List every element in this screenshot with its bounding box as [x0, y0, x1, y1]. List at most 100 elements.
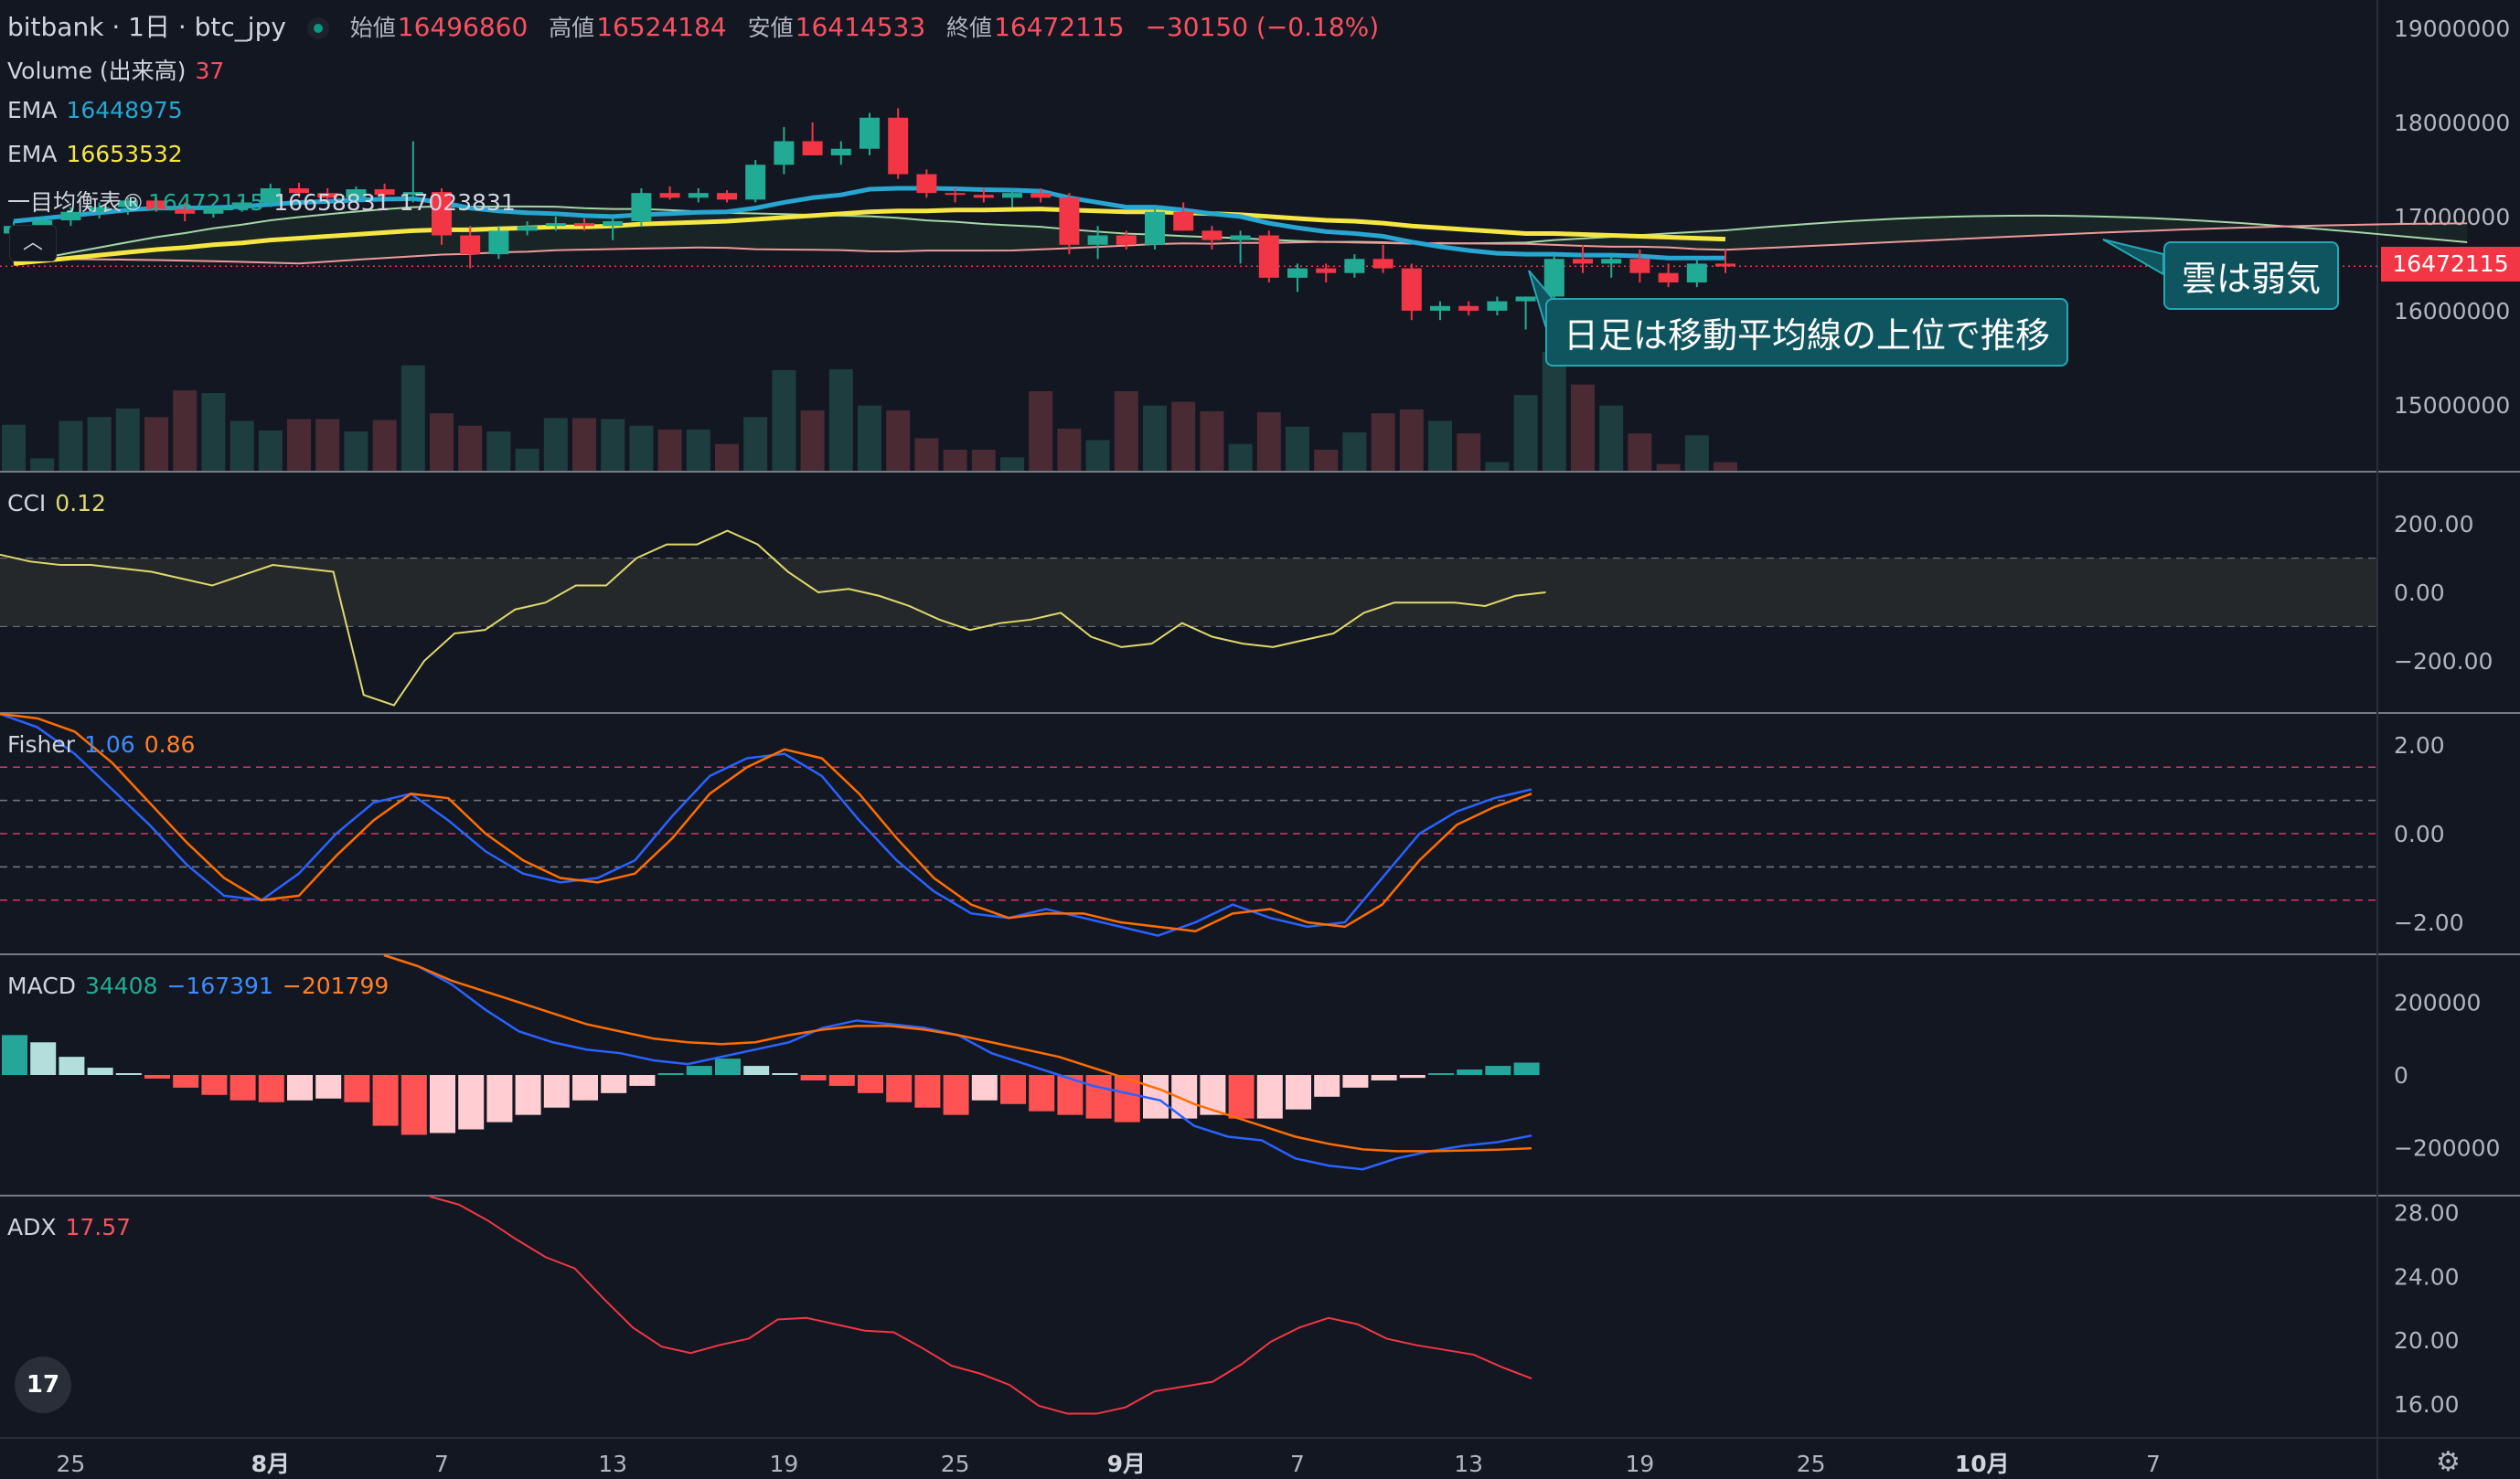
volume-bar — [315, 419, 340, 471]
macd-histogram-bar — [715, 1059, 741, 1075]
candle-body — [460, 235, 481, 255]
tradingview-logo-icon[interactable]: 17 — [15, 1357, 71, 1413]
macd-histogram-bar — [1399, 1075, 1426, 1079]
x-axis-tick-label: 13 — [598, 1451, 627, 1477]
candle-body — [317, 193, 338, 198]
macd-value-1: 34408 — [84, 973, 158, 999]
macd-histogram-bar — [344, 1075, 370, 1102]
y-axis-tick-label: 16.00 — [2394, 1391, 2460, 1418]
chevron-up-icon: ︿ — [22, 231, 43, 254]
fisher-series-line — [0, 712, 1532, 937]
gear-icon[interactable]: ⚙ — [2436, 1446, 2461, 1478]
macd-histogram-bar — [59, 1057, 85, 1075]
volume-bar — [230, 420, 254, 471]
macd-histogram-bar — [772, 1073, 798, 1075]
x-axis-tick-label: 25 — [56, 1451, 85, 1477]
adx-line — [429, 1196, 1532, 1415]
candle-body — [1116, 235, 1137, 245]
annotation-cloud-callout[interactable]: 雲は弱気 — [2163, 241, 2340, 310]
candle-body — [631, 193, 652, 222]
volume-bar — [30, 458, 55, 471]
macd-histogram-bar — [629, 1075, 656, 1086]
volume-bar — [886, 410, 911, 471]
fisher-series-line — [0, 712, 1532, 933]
x-axis-tick-label: 7 — [434, 1451, 449, 1477]
volume-bar — [1656, 463, 1681, 471]
candle-body — [1201, 230, 1223, 240]
cci-label: CCI — [7, 490, 47, 516]
macd-histogram-bar — [1428, 1073, 1454, 1075]
macd-histogram-bar — [458, 1075, 485, 1130]
volume-bar — [743, 417, 768, 471]
y-axis-tick-label: 200000 — [2394, 990, 2481, 1016]
ichimoku-label: 一目均衡表® — [7, 189, 145, 216]
macd-label: MACD — [7, 973, 76, 999]
candle-body — [260, 188, 281, 203]
symbol-title[interactable]: bitbank · 1日 · btc_jpy — [7, 12, 286, 42]
close-value: 16472115 — [994, 12, 1125, 42]
ema-slow-legend[interactable]: EMA 16653532 — [7, 141, 192, 167]
y-axis-tick-label: 18000000 — [2394, 110, 2510, 136]
ichimoku-value-3: 17023831 — [399, 189, 516, 216]
volume-bar — [258, 430, 283, 471]
candle-body — [1173, 211, 1194, 231]
volume-bar — [800, 410, 825, 471]
y-axis-tick-label: 24.00 — [2394, 1263, 2460, 1290]
macd-histogram-bar — [657, 1073, 684, 1075]
volume-bar — [971, 449, 996, 471]
macd-histogram-bar — [1286, 1075, 1311, 1110]
adx-legend[interactable]: ADX 17.57 — [7, 1214, 140, 1240]
macd-histogram-bar — [1085, 1075, 1112, 1119]
y-axis-tick-label: −2.00 — [2394, 910, 2464, 936]
candle-body — [89, 207, 110, 212]
volume-bar — [943, 449, 967, 471]
open-label: 始値 — [349, 15, 396, 41]
candle-body — [1573, 259, 1593, 264]
volume-bar — [1286, 426, 1309, 471]
annotation-daily-callout[interactable]: 日足は移動平均線の上位で推移 — [1545, 298, 2069, 367]
candle-body — [146, 200, 166, 209]
volume-legend[interactable]: Volume (出来高) 37 — [7, 53, 233, 86]
x-axis-tick-label: 19 — [769, 1451, 798, 1477]
last-price-tag: 16472115 — [2381, 247, 2520, 282]
volume-bar — [629, 425, 654, 471]
x-axis-tick-label: 10月 — [1955, 1451, 2010, 1477]
collapse-legend-button[interactable]: ︿ — [9, 225, 57, 261]
volume-bar — [858, 405, 881, 471]
candle-body — [1629, 259, 1650, 273]
ema-slow-value: 16653532 — [66, 141, 183, 167]
candle-body — [545, 223, 566, 227]
macd-legend[interactable]: MACD 34408 −167391 −201799 — [7, 973, 398, 999]
candle-body — [1287, 268, 1308, 278]
volume-bar — [1114, 390, 1138, 471]
volume-bar — [344, 431, 368, 471]
candle-body — [175, 208, 196, 214]
macd-histogram-bar — [372, 1075, 399, 1126]
volume-bar — [173, 389, 198, 471]
ichimoku-legend[interactable]: 一目均衡表® 16472115 16658831 17023831 — [7, 185, 525, 218]
candle-body — [916, 174, 937, 194]
macd-histogram-bar — [1114, 1075, 1140, 1123]
macd-histogram-bar — [230, 1075, 256, 1101]
macd-histogram-bar — [87, 1068, 113, 1075]
candle-body — [1230, 235, 1251, 240]
y-axis-tick-label: 17000000 — [2394, 204, 2510, 230]
volume-bar — [543, 418, 568, 471]
macd-histogram-bar — [800, 1075, 827, 1080]
cci-legend[interactable]: CCI 0.12 — [7, 490, 115, 516]
volume-bar — [515, 448, 539, 471]
macd-histogram-bar — [115, 1073, 142, 1075]
fisher-legend[interactable]: Fisher 1.06 0.86 — [7, 731, 204, 758]
candle-body — [1145, 211, 1165, 245]
macd-histogram-bar — [828, 1075, 855, 1086]
macd-histogram-bar — [315, 1075, 342, 1099]
ema-fast-value: 16448975 — [66, 97, 183, 123]
x-axis-tick-label: 7 — [2146, 1451, 2161, 1477]
candle-body — [1258, 235, 1279, 278]
candle-body — [117, 200, 138, 207]
x-axis-tick-label: 13 — [1454, 1451, 1483, 1477]
ema-fast-legend[interactable]: EMA 16448975 — [7, 97, 192, 123]
ema-fast-label: EMA — [7, 97, 58, 123]
volume-bar — [1428, 420, 1452, 471]
